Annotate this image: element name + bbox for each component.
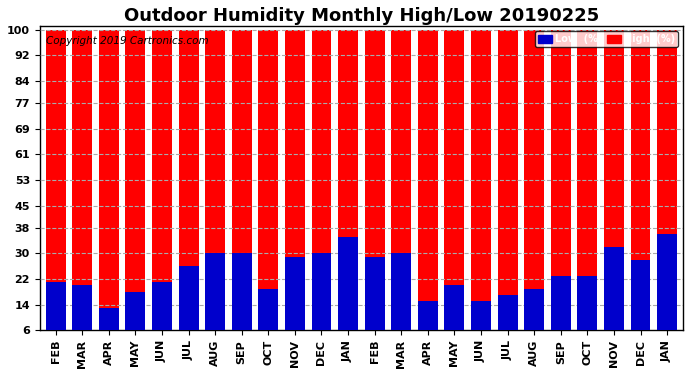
Bar <box>551 30 571 350</box>
Bar <box>524 289 544 350</box>
Bar <box>99 308 119 350</box>
Bar <box>179 30 199 350</box>
Bar <box>72 285 92 350</box>
Bar <box>311 254 331 350</box>
Bar <box>657 30 677 350</box>
Bar <box>232 30 252 350</box>
Legend: Low  (%), High  (%): Low (%), High (%) <box>535 32 678 47</box>
Bar <box>444 285 464 350</box>
Bar <box>471 30 491 350</box>
Bar <box>657 234 677 350</box>
Bar <box>391 254 411 350</box>
Bar <box>524 30 544 350</box>
Title: Outdoor Humidity Monthly High/Low 20190225: Outdoor Humidity Monthly High/Low 201902… <box>124 7 599 25</box>
Bar <box>365 30 384 350</box>
Bar <box>205 30 225 350</box>
Bar <box>391 30 411 350</box>
Bar <box>418 30 437 350</box>
Bar <box>205 254 225 350</box>
Bar <box>46 282 66 350</box>
Bar <box>604 30 624 350</box>
Bar <box>126 292 146 350</box>
Bar <box>152 282 172 350</box>
Bar <box>258 289 278 350</box>
Bar <box>311 30 331 350</box>
Bar <box>497 30 518 350</box>
Bar <box>604 247 624 350</box>
Bar <box>72 30 92 350</box>
Bar <box>444 30 464 350</box>
Bar <box>365 256 384 350</box>
Bar <box>578 276 598 350</box>
Bar <box>631 260 651 350</box>
Bar <box>46 30 66 350</box>
Bar <box>126 30 146 350</box>
Bar <box>338 30 358 350</box>
Bar <box>232 254 252 350</box>
Bar <box>152 30 172 350</box>
Bar <box>179 266 199 350</box>
Bar <box>258 30 278 350</box>
Bar <box>578 30 598 350</box>
Bar <box>497 295 518 350</box>
Bar <box>418 302 437 350</box>
Bar <box>551 276 571 350</box>
Bar <box>471 302 491 350</box>
Bar <box>99 30 119 350</box>
Bar <box>338 237 358 350</box>
Text: Copyright 2019 Cartronics.com: Copyright 2019 Cartronics.com <box>46 36 209 46</box>
Bar <box>285 256 305 350</box>
Bar <box>285 30 305 350</box>
Bar <box>631 30 651 350</box>
